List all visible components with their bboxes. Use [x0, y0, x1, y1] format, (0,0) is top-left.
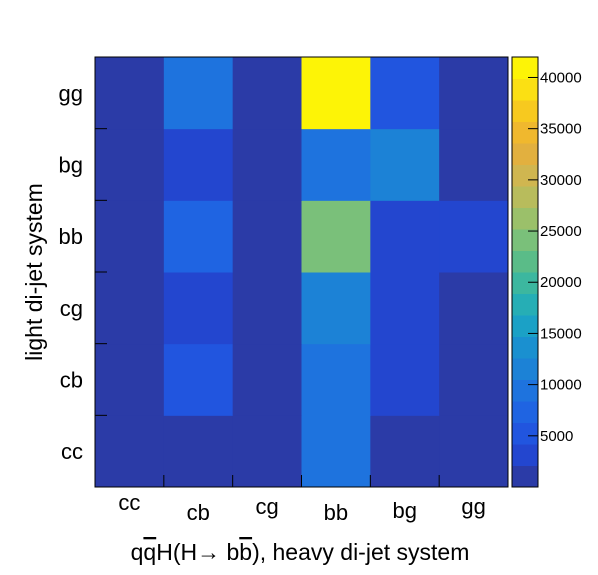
y-axis-label: light di-jet system [21, 183, 47, 361]
colorbar-tick-label: 10000 [540, 377, 582, 394]
colorbar-tick-label: 20000 [540, 274, 582, 291]
y-tick-label: cc [61, 439, 83, 464]
colorbar-swatch [512, 272, 538, 294]
heatmap-cell [370, 200, 440, 273]
colorbar-swatch [512, 121, 538, 144]
heatmap-cell [95, 272, 165, 345]
colorbar-swatch [512, 422, 538, 445]
heatmap-cell [370, 128, 440, 201]
colorbar-swatch [512, 57, 538, 79]
heatmap-cell [163, 272, 234, 345]
colorbar-swatch [512, 465, 538, 488]
heatmap-cell [95, 415, 165, 488]
heatmap-cell [163, 57, 234, 130]
colorbar-swatch [512, 78, 538, 101]
colorbar-swatch [512, 444, 538, 466]
heatmap-cell [95, 200, 165, 273]
heatmap-cell [163, 200, 234, 273]
colorbar-tick-label: 40000 [540, 69, 582, 86]
heatmap-cell [439, 343, 509, 416]
heatmap-cell [301, 343, 371, 416]
colorbar-frame [511, 56, 539, 488]
colorbar-swatch [512, 315, 538, 337]
colorbar-tick-label: 5000 [540, 428, 573, 445]
x-axis-ticks: cc cb cg bb bg gg [94, 475, 509, 525]
heatmap-cell [370, 57, 440, 130]
y-axis-ticks: cc cb cg bb bg gg [59, 56, 107, 488]
heatmap-cell [301, 415, 371, 488]
heatmap-cell [439, 415, 509, 488]
x-axis-label-part: ), heavy di-jet system [252, 539, 469, 565]
heatmap-cell [439, 57, 509, 130]
colorbar-tick-label: 35000 [540, 121, 582, 138]
heatmap-cell [301, 200, 371, 273]
heatmap-cell [95, 57, 165, 130]
y-tick-label: gg [59, 81, 83, 106]
y-tick-label: bg [59, 153, 83, 178]
colorbar-swatch [512, 401, 538, 423]
heatmap-cell [439, 272, 509, 345]
colorbar-swatch [512, 293, 538, 316]
colorbar-tick-label: 30000 [540, 172, 582, 189]
colorbar-swatch [512, 379, 538, 402]
x-tick-label: bb [324, 500, 348, 525]
colorbar-swatch [512, 186, 538, 208]
heatmap-cell [301, 128, 371, 201]
heatmap-cell [232, 57, 302, 130]
heatmap-cell [370, 415, 440, 488]
heatmap-cell [439, 200, 509, 273]
x-tick-label: cc [118, 490, 140, 515]
colorbar-swatch [512, 207, 538, 230]
heatmap-cell [95, 128, 165, 201]
colorbar-swatch [512, 358, 538, 380]
colorbar-swatch [512, 229, 538, 251]
heatmap-cell [163, 343, 234, 416]
y-tick-label: bb [59, 224, 83, 249]
colorbar: 5000 10000 15000 20000 25000 30000 35000 40000 [511, 56, 582, 488]
x-axis-label-part: b [220, 539, 239, 565]
x-axis-label-part: → [197, 539, 220, 565]
colorbar-swatch [512, 164, 538, 187]
heatmap-cell [163, 415, 234, 488]
colorbar-tick-label: 25000 [540, 223, 582, 240]
heatmap-cell [301, 57, 371, 130]
x-tick-label: cb [187, 500, 210, 525]
x-tick-label: gg [461, 494, 485, 519]
heatmap-cell [232, 200, 302, 273]
heatmap-cell [370, 343, 440, 416]
heatmap-cell [95, 343, 165, 416]
heatmap-cell [232, 343, 302, 416]
heatmap-cells [95, 57, 509, 488]
colorbar-swatch [512, 100, 538, 122]
x-axis-label-part: q [143, 539, 156, 565]
colorbar-tick-label: 15000 [540, 325, 582, 342]
heatmap-cell [232, 415, 302, 488]
heatmap-cell [370, 272, 440, 345]
heatmap-cell [163, 128, 234, 201]
colorbar-swatch [512, 336, 538, 359]
heatmap-cell [232, 128, 302, 201]
x-axis-label-part: q [131, 539, 144, 565]
x-axis-label: qqH(H→ bb), heavy di-jet system [131, 539, 470, 565]
colorbar-swatch [512, 143, 538, 165]
y-tick-label: cg [60, 296, 83, 321]
x-axis-label-part: H(H [156, 539, 197, 565]
heatmap-cell [439, 128, 509, 201]
x-axis-label-part: b [239, 539, 252, 565]
heatmap-cell [301, 272, 371, 345]
y-tick-label: cb [60, 368, 83, 393]
colorbar-swatch [512, 250, 538, 273]
heatmap-cell [232, 272, 302, 345]
x-tick-label: cg [255, 494, 278, 519]
x-tick-label: bg [393, 498, 417, 523]
